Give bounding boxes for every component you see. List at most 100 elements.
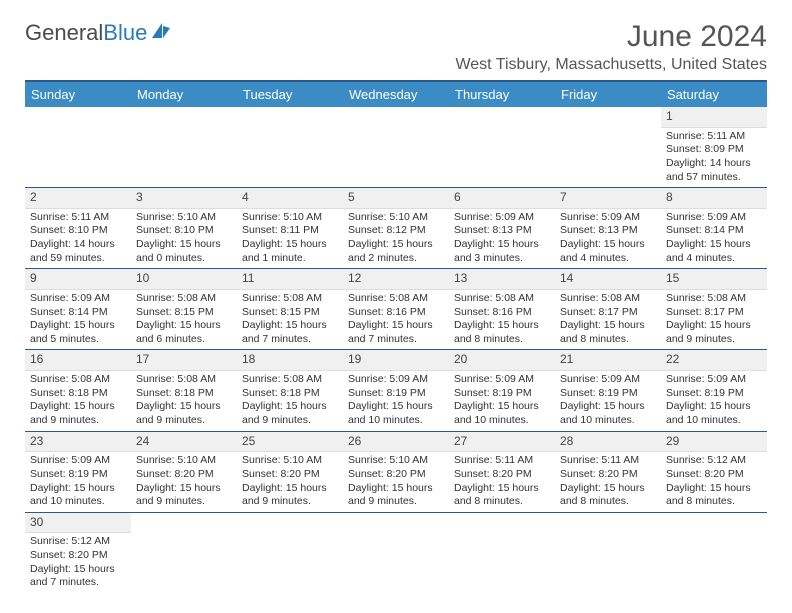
weekday-header: Monday [131,81,237,107]
sunset-text: Sunset: 8:16 PM [454,306,550,320]
daylight-text: Daylight: 15 hours and 5 minutes. [30,319,126,346]
day-number: 11 [237,269,343,290]
sunrise-text: Sunrise: 5:11 AM [666,130,762,144]
day-number: 13 [449,269,555,290]
day-content: Sunrise: 5:08 AMSunset: 8:16 PMDaylight:… [343,290,449,350]
day-number: 15 [661,269,767,290]
day-content: Sunrise: 5:09 AMSunset: 8:14 PMDaylight:… [25,290,131,350]
brand-text-2: Blue [103,20,147,46]
day-number: 20 [449,350,555,371]
sunrise-text: Sunrise: 5:08 AM [136,373,232,387]
daylight-text: Daylight: 15 hours and 10 minutes. [348,400,444,427]
daylight-text: Daylight: 15 hours and 9 minutes. [242,482,338,509]
sunset-text: Sunset: 8:15 PM [242,306,338,320]
day-content: Sunrise: 5:10 AMSunset: 8:11 PMDaylight:… [237,209,343,269]
sunrise-text: Sunrise: 5:08 AM [454,292,550,306]
day-number: 22 [661,350,767,371]
calendar-day-cell: 26Sunrise: 5:10 AMSunset: 8:20 PMDayligh… [343,431,449,512]
sunrise-text: Sunrise: 5:10 AM [136,211,232,225]
sunrise-text: Sunrise: 5:08 AM [242,292,338,306]
daylight-text: Daylight: 15 hours and 8 minutes. [454,319,550,346]
day-content: Sunrise: 5:10 AMSunset: 8:12 PMDaylight:… [343,209,449,269]
day-content: Sunrise: 5:10 AMSunset: 8:20 PMDaylight:… [343,452,449,512]
calendar-page: GeneralBlue June 2024 West Tisbury, Mass… [0,0,792,613]
sunrise-text: Sunrise: 5:10 AM [348,211,444,225]
sunset-text: Sunset: 8:17 PM [560,306,656,320]
calendar-day-cell: 7Sunrise: 5:09 AMSunset: 8:13 PMDaylight… [555,188,661,269]
sunset-text: Sunset: 8:10 PM [30,224,126,238]
weekday-header: Sunday [25,81,131,107]
day-content: Sunrise: 5:09 AMSunset: 8:14 PMDaylight:… [661,209,767,269]
calendar-week-row: 9Sunrise: 5:09 AMSunset: 8:14 PMDaylight… [25,269,767,350]
daylight-text: Daylight: 15 hours and 8 minutes. [560,482,656,509]
day-content: Sunrise: 5:10 AMSunset: 8:20 PMDaylight:… [131,452,237,512]
day-number: 23 [25,432,131,453]
sunrise-text: Sunrise: 5:09 AM [454,373,550,387]
day-number: 17 [131,350,237,371]
day-content: Sunrise: 5:09 AMSunset: 8:13 PMDaylight:… [449,209,555,269]
sunset-text: Sunset: 8:18 PM [30,387,126,401]
day-number: 30 [25,513,131,534]
day-content: Sunrise: 5:08 AMSunset: 8:15 PMDaylight:… [131,290,237,350]
calendar-day-cell: 11 Sunrise: 5:08 AMSunset: 8:15 PMDayligh… [237,269,343,350]
daylight-text: Daylight: 15 hours and 7 minutes. [242,319,338,346]
day-content: Sunrise: 5:08 AMSunset: 8:17 PMDaylight:… [661,290,767,350]
sunrise-text: Sunrise: 5:08 AM [136,292,232,306]
sunrise-text: Sunrise: 5:11 AM [454,454,550,468]
calendar-day-cell [343,512,449,593]
daylight-text: Daylight: 15 hours and 9 minutes. [136,482,232,509]
calendar-day-cell [131,512,237,593]
sunset-text: Sunset: 8:19 PM [560,387,656,401]
day-number: 19 [343,350,449,371]
calendar-day-cell: 12Sunrise: 5:08 AMSunset: 8:16 PMDayligh… [343,269,449,350]
sunrise-text: Sunrise: 5:08 AM [30,373,126,387]
sunset-text: Sunset: 8:10 PM [136,224,232,238]
calendar-day-cell [661,512,767,593]
day-content: Sunrise: 5:09 AMSunset: 8:19 PMDaylight:… [555,371,661,431]
day-content: Sunrise: 5:11 AMSunset: 8:20 PMDaylight:… [555,452,661,512]
calendar-day-cell [449,512,555,593]
weekday-header: Tuesday [237,81,343,107]
calendar-day-cell: 14Sunrise: 5:08 AMSunset: 8:17 PMDayligh… [555,269,661,350]
sunset-text: Sunset: 8:11 PM [242,224,338,238]
sunrise-text: Sunrise: 5:12 AM [30,535,126,549]
day-number: 16 [25,350,131,371]
day-number: 18 [237,350,343,371]
sunset-text: Sunset: 8:13 PM [454,224,550,238]
sunrise-text: Sunrise: 5:09 AM [30,292,126,306]
calendar-day-cell: 2Sunrise: 5:11 AMSunset: 8:10 PMDaylight… [25,188,131,269]
calendar-week-row: 2Sunrise: 5:11 AMSunset: 8:10 PMDaylight… [25,188,767,269]
calendar-week-row: 23Sunrise: 5:09 AMSunset: 8:19 PMDayligh… [25,431,767,512]
calendar-body: 1Sunrise: 5:11 AMSunset: 8:09 PMDaylight… [25,107,767,593]
sunset-text: Sunset: 8:20 PM [454,468,550,482]
calendar-day-cell: 1Sunrise: 5:11 AMSunset: 8:09 PMDaylight… [661,107,767,188]
calendar-day-cell [449,107,555,188]
calendar-day-cell: 13Sunrise: 5:08 AMSunset: 8:16 PMDayligh… [449,269,555,350]
calendar-day-cell [237,512,343,593]
daylight-text: Daylight: 15 hours and 9 minutes. [136,400,232,427]
sunrise-text: Sunrise: 5:12 AM [666,454,762,468]
day-number: 12 [343,269,449,290]
sunset-text: Sunset: 8:20 PM [560,468,656,482]
daylight-text: Daylight: 15 hours and 6 minutes. [136,319,232,346]
daylight-text: Daylight: 15 hours and 10 minutes. [454,400,550,427]
title-block: June 2024 West Tisbury, Massachusetts, U… [455,20,767,74]
daylight-text: Daylight: 15 hours and 9 minutes. [666,319,762,346]
sunrise-text: Sunrise: 5:09 AM [666,211,762,225]
weekday-header: Thursday [449,81,555,107]
calendar-day-cell: 24Sunrise: 5:10 AMSunset: 8:20 PMDayligh… [131,431,237,512]
sunset-text: Sunset: 8:20 PM [30,549,126,563]
month-title: June 2024 [455,20,767,54]
sunrise-text: Sunrise: 5:10 AM [136,454,232,468]
calendar-day-cell: 5Sunrise: 5:10 AMSunset: 8:12 PMDaylight… [343,188,449,269]
sunrise-text: Sunrise: 5:08 AM [348,292,444,306]
day-content: Sunrise: 5:08 AMSunset: 8:16 PMDaylight:… [449,290,555,350]
day-number: 1 [661,107,767,128]
daylight-text: Daylight: 15 hours and 1 minute. [242,238,338,265]
calendar-week-row: 1Sunrise: 5:11 AMSunset: 8:09 PMDaylight… [25,107,767,188]
sunset-text: Sunset: 8:18 PM [136,387,232,401]
day-number: 6 [449,188,555,209]
calendar-day-cell: 10Sunrise: 5:08 AMSunset: 8:15 PMDayligh… [131,269,237,350]
daylight-text: Daylight: 15 hours and 0 minutes. [136,238,232,265]
calendar-day-cell [555,512,661,593]
